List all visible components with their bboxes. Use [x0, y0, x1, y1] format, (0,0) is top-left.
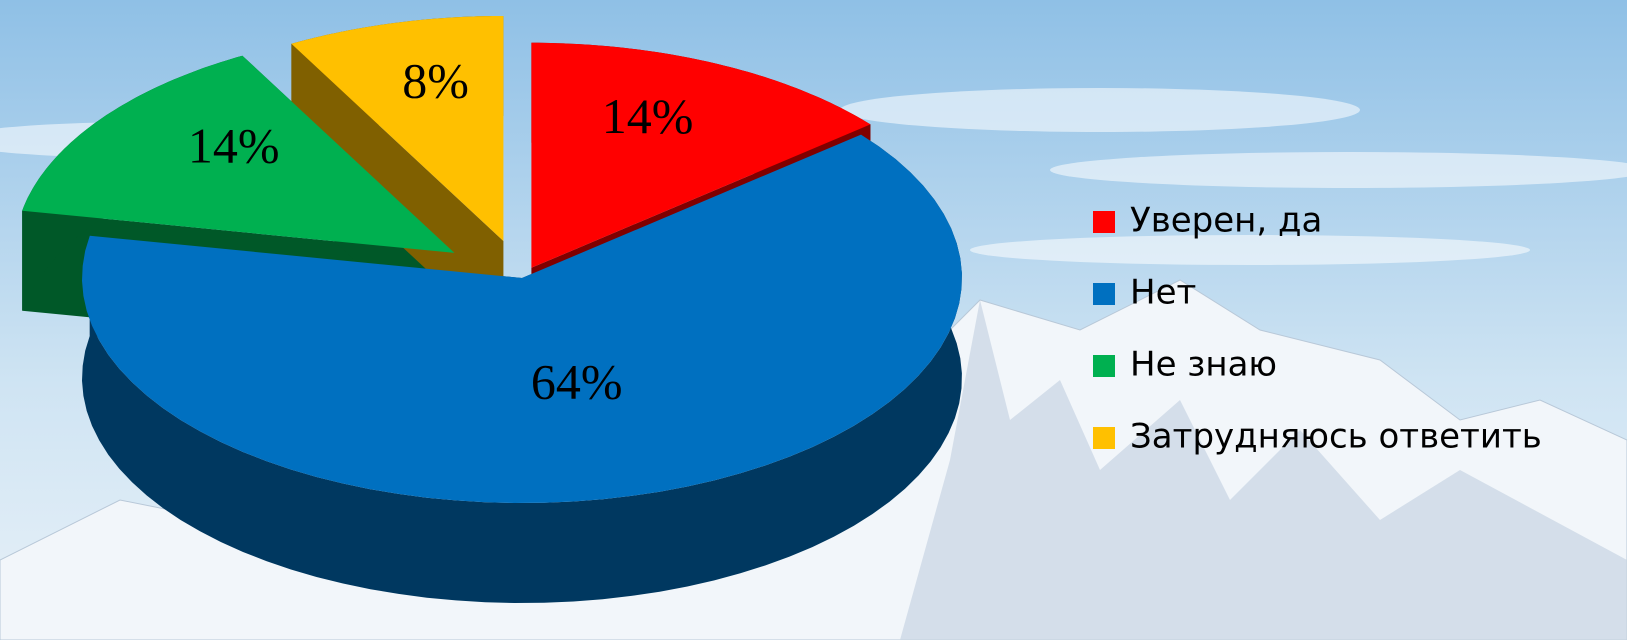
slice: [531, 42, 871, 268]
mountain-shade: [900, 300, 1627, 640]
legend-label: Уверен, да: [1130, 201, 1322, 241]
slice: [82, 134, 962, 503]
pie: 14% 64% 14% 8%: [22, 16, 962, 603]
slice-outer-side: [82, 134, 962, 603]
legend-label: Не знаю: [1130, 345, 1277, 385]
legend-swatch: [1093, 427, 1115, 449]
slice: [22, 55, 455, 253]
legend-swatch: [1093, 355, 1115, 377]
data-label: 14%: [602, 88, 694, 144]
legend-label: Затрудняюсь ответить: [1130, 417, 1542, 457]
data-label: 14%: [188, 117, 280, 173]
legend-swatch: [1093, 211, 1115, 233]
data-label: 64%: [531, 353, 623, 409]
data-label: 8%: [402, 52, 469, 108]
legend: Уверен, да Нет Не знаю Затрудняюсь ответить: [1093, 201, 1542, 457]
legend-label: Нет: [1130, 273, 1196, 313]
slice: [291, 16, 504, 241]
legend-swatch: [1093, 283, 1115, 305]
